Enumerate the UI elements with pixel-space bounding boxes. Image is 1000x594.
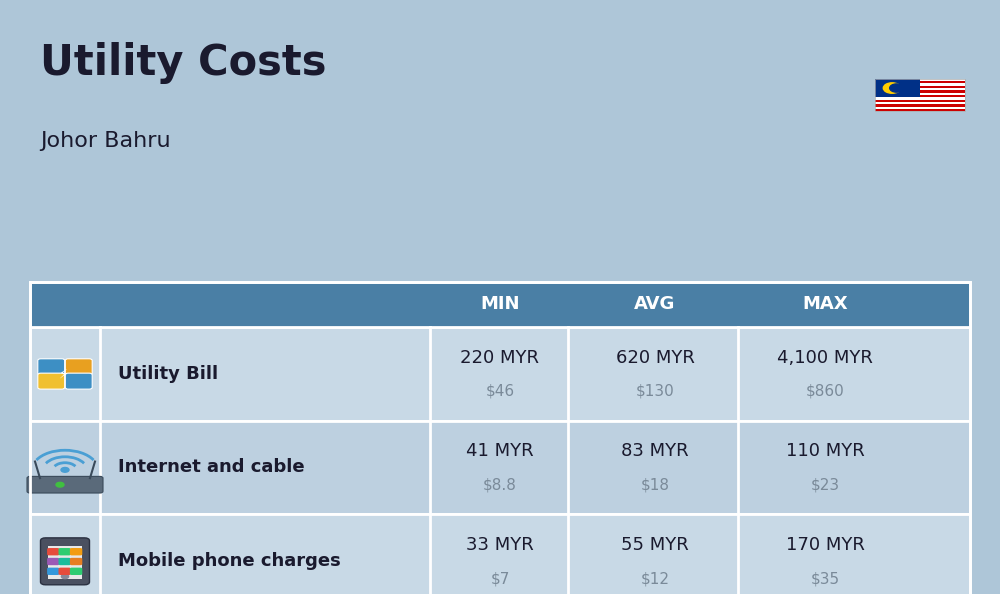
FancyBboxPatch shape: [70, 568, 82, 575]
FancyBboxPatch shape: [30, 514, 970, 594]
Text: Utility Costs: Utility Costs: [40, 42, 326, 84]
FancyBboxPatch shape: [875, 83, 965, 86]
Circle shape: [56, 482, 64, 487]
FancyBboxPatch shape: [38, 359, 65, 375]
Text: 41 MYR: 41 MYR: [466, 443, 534, 460]
Text: MIN: MIN: [480, 295, 520, 314]
Text: Mobile phone charges: Mobile phone charges: [118, 552, 341, 570]
FancyBboxPatch shape: [30, 327, 970, 421]
FancyBboxPatch shape: [58, 558, 71, 565]
FancyBboxPatch shape: [875, 102, 965, 105]
FancyBboxPatch shape: [875, 97, 965, 100]
Text: 220 MYR: 220 MYR: [460, 349, 540, 366]
FancyBboxPatch shape: [58, 548, 71, 555]
Text: Utility Bill: Utility Bill: [118, 365, 218, 383]
Text: $7: $7: [490, 571, 510, 587]
FancyBboxPatch shape: [58, 568, 71, 575]
FancyBboxPatch shape: [27, 476, 103, 493]
FancyBboxPatch shape: [875, 109, 965, 112]
FancyBboxPatch shape: [875, 105, 965, 107]
Circle shape: [883, 83, 901, 93]
Circle shape: [890, 84, 904, 92]
FancyBboxPatch shape: [875, 90, 965, 93]
FancyBboxPatch shape: [65, 359, 92, 375]
FancyBboxPatch shape: [40, 538, 90, 584]
Text: ⚡: ⚡: [59, 368, 68, 381]
FancyBboxPatch shape: [30, 421, 970, 514]
Text: 170 MYR: 170 MYR: [786, 536, 864, 554]
FancyBboxPatch shape: [70, 548, 82, 555]
Circle shape: [61, 467, 69, 472]
Text: Internet and cable: Internet and cable: [118, 459, 305, 476]
Text: Johor Bahru: Johor Bahru: [40, 131, 171, 151]
FancyBboxPatch shape: [70, 558, 82, 565]
Text: $46: $46: [485, 384, 515, 399]
Text: MAX: MAX: [802, 295, 848, 314]
Text: $18: $18: [640, 478, 670, 493]
FancyBboxPatch shape: [875, 79, 965, 81]
FancyBboxPatch shape: [875, 100, 965, 102]
Text: $12: $12: [640, 571, 670, 587]
FancyBboxPatch shape: [47, 548, 60, 555]
FancyBboxPatch shape: [875, 107, 965, 109]
Text: 4,100 MYR: 4,100 MYR: [777, 349, 873, 366]
FancyBboxPatch shape: [875, 86, 965, 88]
Text: $8.8: $8.8: [483, 478, 517, 493]
FancyBboxPatch shape: [875, 95, 965, 97]
Text: AVG: AVG: [634, 295, 676, 314]
FancyBboxPatch shape: [48, 546, 82, 579]
Text: 83 MYR: 83 MYR: [621, 443, 689, 460]
Text: 110 MYR: 110 MYR: [786, 443, 864, 460]
Text: $23: $23: [810, 478, 840, 493]
FancyBboxPatch shape: [875, 78, 920, 97]
FancyBboxPatch shape: [65, 373, 92, 389]
FancyBboxPatch shape: [47, 568, 60, 575]
FancyBboxPatch shape: [875, 88, 965, 90]
Text: 55 MYR: 55 MYR: [621, 536, 689, 554]
FancyBboxPatch shape: [47, 558, 60, 565]
FancyBboxPatch shape: [875, 93, 965, 95]
Circle shape: [61, 574, 69, 579]
Text: $130: $130: [636, 384, 674, 399]
FancyBboxPatch shape: [38, 373, 65, 389]
Text: 620 MYR: 620 MYR: [616, 349, 694, 366]
Text: $860: $860: [806, 384, 844, 399]
Text: 33 MYR: 33 MYR: [466, 536, 534, 554]
FancyBboxPatch shape: [875, 81, 965, 83]
Text: $35: $35: [810, 571, 840, 587]
FancyBboxPatch shape: [30, 282, 970, 327]
